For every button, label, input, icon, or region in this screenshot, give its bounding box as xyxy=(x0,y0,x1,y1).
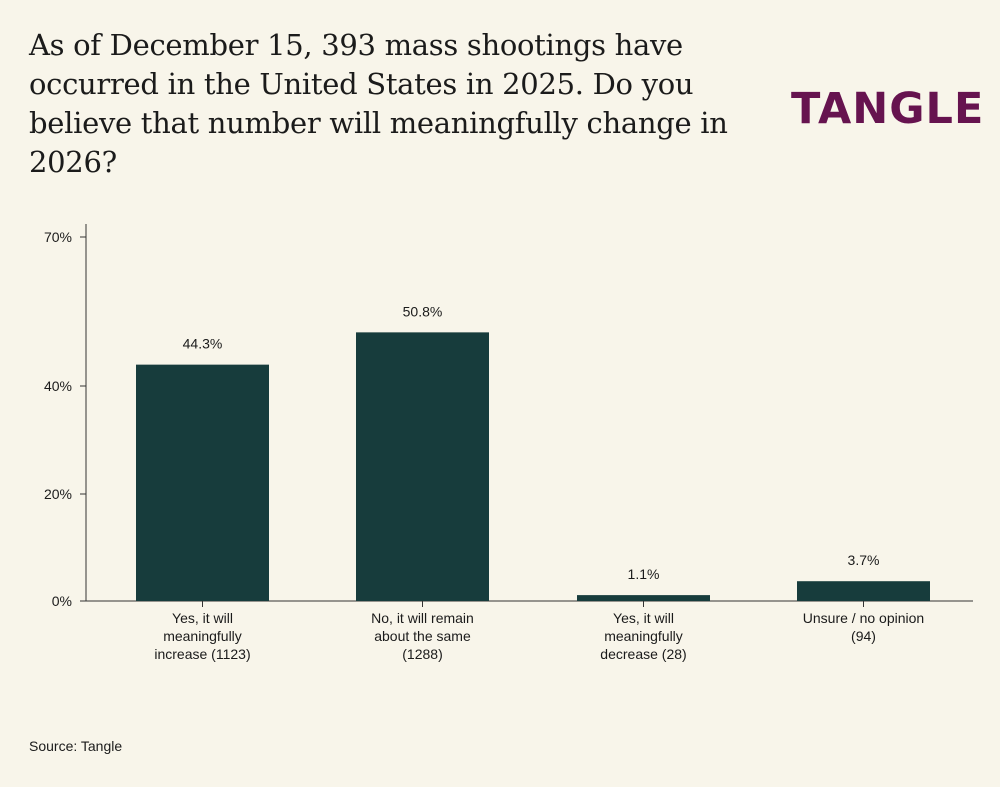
value-label: 50.8% xyxy=(403,303,443,319)
bar xyxy=(356,332,489,601)
source-note: Source: Tangle xyxy=(29,738,123,754)
chart-title: As of December 15, 393 mass shootings ha… xyxy=(29,28,728,179)
tangle-logo: TANGLE xyxy=(791,84,985,134)
y-tick-label: 70% xyxy=(44,229,72,245)
bar xyxy=(797,581,930,601)
value-label: 44.3% xyxy=(183,336,223,352)
bar xyxy=(577,595,710,601)
x-tick-label: Unsure / no opinion (94) xyxy=(803,610,924,644)
x-tick-label: Yes, it will meaningfully decrease (28) xyxy=(600,610,686,662)
y-tick-label: 0% xyxy=(52,593,72,609)
y-tick-label: 20% xyxy=(44,486,72,502)
bar xyxy=(136,364,269,601)
value-label: 3.7% xyxy=(848,552,880,568)
x-tick-label: No, it will remain about the same (1288) xyxy=(371,610,474,662)
x-tick-label: Yes, it will meaningfully increase (1123) xyxy=(154,610,250,662)
value-label: 1.1% xyxy=(628,566,660,582)
y-tick-label: 40% xyxy=(44,378,72,394)
